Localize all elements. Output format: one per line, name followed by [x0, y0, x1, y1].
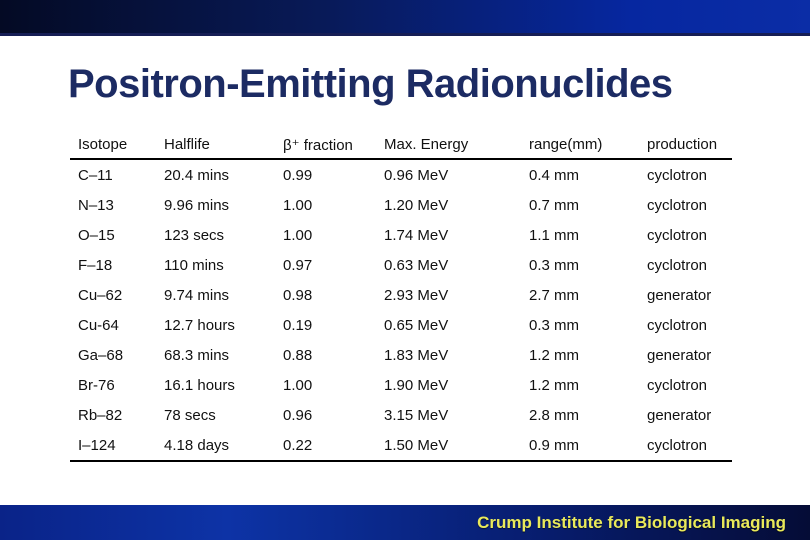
table-cell: 2.7 mm [529, 286, 580, 304]
table-cell: 0.98 [283, 286, 313, 304]
column-header: range(mm) [529, 136, 603, 153]
table-cell: 1.00 [283, 196, 313, 214]
table-cell: cyclotron [647, 196, 708, 214]
table-row: Rb–82 78 secs 0.96 3.15 MeV 2.8 mm generator [70, 400, 732, 430]
table-cell: 0.65 MeV [384, 316, 449, 334]
table-cell: 0.63 MeV [384, 256, 449, 274]
footer-bar: Crump Institute for Biological Imaging [0, 505, 810, 540]
table-row: Cu–62 9.74 mins 0.98 2.93 MeV 2.7 mm generato… [70, 280, 732, 310]
table-row: N–13 9.96 mins 1.00 1.20 MeV 0.7 mm cyclotron [70, 190, 732, 220]
table-cell: 0.22 [283, 436, 313, 454]
table-cell: 0.3 mm [529, 256, 580, 274]
table-cell: cyclotron [647, 226, 708, 244]
table-cell: 1.90 MeV [384, 376, 449, 394]
table-cell: 1.2 mm [529, 376, 580, 394]
column-header: Isotope [78, 136, 128, 153]
table-cell: Rb–82 [78, 406, 123, 424]
table-cell: 9.96 mins [164, 196, 230, 214]
table-cell: 2.8 mm [529, 406, 580, 424]
table-cell: 0.7 mm [529, 196, 580, 214]
table-cell: 0.99 [283, 166, 313, 184]
table-cell: 0.19 [283, 316, 313, 334]
radionuclides-table: Isotope Halflife β⁺ fraction Max. Energy ran… [70, 131, 732, 462]
table-cell: 0.96 [283, 406, 313, 424]
table-cell: I–124 [78, 436, 116, 454]
table-cell: 0.96 MeV [384, 166, 449, 184]
table-cell: 1.00 [283, 226, 313, 244]
table-cell: generator [647, 406, 712, 424]
table-cell: 1.74 MeV [384, 226, 449, 244]
column-header: production [647, 136, 718, 153]
table-cell: 78 secs [164, 406, 216, 424]
table-cell: 1.1 mm [529, 226, 580, 244]
table-cell: cyclotron [647, 166, 708, 184]
table-cell: generator [647, 346, 712, 364]
column-header: Max. Energy [384, 136, 469, 153]
footer-credit: Crump Institute for Biological Imaging [477, 512, 786, 532]
table-cell: cyclotron [647, 256, 708, 274]
table-cell: 12.7 hours [164, 316, 235, 334]
table-cell: 110 mins [164, 256, 224, 274]
table-cell: C–11 [78, 166, 113, 184]
table-row: Br-76 16.1 hours 1.00 1.90 MeV 1.2 mm cyclotr… [70, 370, 732, 400]
column-header: β⁺ fraction [283, 136, 353, 154]
table-row: O–15 123 secs 1.00 1.74 MeV 1.1 mm cyclotron [70, 220, 732, 250]
table-cell: N–13 [78, 196, 114, 214]
table-cell: F–18 [78, 256, 113, 274]
table-cell: Cu-64 [78, 316, 119, 334]
table-cell: cyclotron [647, 376, 708, 394]
table-row: C–11 20.4 mins 0.99 0.96 MeV 0.4 mm cyclotron [70, 160, 732, 190]
table-cell: 2.93 MeV [384, 286, 449, 304]
table-cell: 3.15 MeV [384, 406, 449, 424]
table-cell: 1.20 MeV [384, 196, 449, 214]
table-cell: 20.4 mins [164, 166, 230, 184]
table-cell: 123 secs [164, 226, 225, 244]
table-cell: 1.83 MeV [384, 346, 449, 364]
table-cell: Ga–68 [78, 346, 124, 364]
column-header: Halflife [164, 136, 210, 153]
table-cell: cyclotron [647, 316, 708, 334]
table-cell: 68.3 mins [164, 346, 230, 364]
table-row: F–18 110 mins 0.97 0.63 MeV 0.3 mm cyclotron [70, 250, 732, 280]
top-accent-bar [0, 0, 810, 36]
table-cell: cyclotron [647, 436, 708, 454]
table-cell: 1.2 mm [529, 346, 580, 364]
table-cell: 0.88 [283, 346, 313, 364]
table-cell: Cu–62 [78, 286, 123, 304]
table-cell: 0.4 mm [529, 166, 580, 184]
slide-title: Positron-Emitting Radionuclides [68, 62, 673, 106]
table-cell: Br-76 [78, 376, 115, 394]
table-row: Cu-64 12.7 hours 0.19 0.65 MeV 0.3 mm cyclotr… [70, 310, 732, 340]
table-cell: generator [647, 286, 712, 304]
table-cell: O–15 [78, 226, 115, 244]
table-cell: 0.9 mm [529, 436, 580, 454]
table-cell: 0.97 [283, 256, 313, 274]
table-body: C–11 20.4 mins 0.99 0.96 MeV 0.4 mm cyclotron… [70, 160, 732, 462]
table-row: I–124 4.18 days 0.22 1.50 MeV 0.9 mm cyclotro… [70, 430, 732, 460]
table-cell: 1.50 MeV [384, 436, 449, 454]
table-row: Ga–68 68.3 mins 0.88 1.83 MeV 1.2 mm generato… [70, 340, 732, 370]
table-header-row: Isotope Halflife β⁺ fraction Max. Energy ran… [70, 131, 732, 160]
table-cell: 4.18 days [164, 436, 230, 454]
table-cell: 1.00 [283, 376, 313, 394]
table-cell: 0.3 mm [529, 316, 580, 334]
table-cell: 9.74 mins [164, 286, 230, 304]
table-cell: 16.1 hours [164, 376, 235, 394]
